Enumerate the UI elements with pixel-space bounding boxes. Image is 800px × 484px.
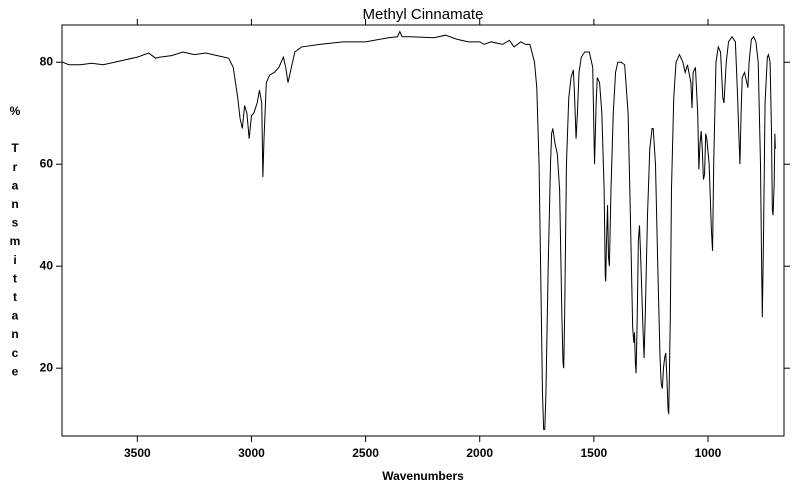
x-tick-label: 3000 xyxy=(238,446,265,460)
y-tick-label: 40 xyxy=(40,258,54,272)
y-tick-label: 20 xyxy=(40,360,54,374)
y-axis-label: % Transmittance xyxy=(8,104,22,383)
x-tick-label: 2000 xyxy=(466,446,493,460)
x-tick-label: 3500 xyxy=(124,446,151,460)
plot-frame xyxy=(61,24,785,437)
x-tick-label: 2500 xyxy=(352,446,379,460)
y-tick-label: 80 xyxy=(40,54,54,68)
x-axis-label: Wavenumbers xyxy=(382,469,464,483)
spectrum-line xyxy=(62,30,776,430)
x-tick-label: 1500 xyxy=(581,446,608,460)
x-tick-label: 1000 xyxy=(695,446,722,460)
y-tick-label: 60 xyxy=(40,156,54,170)
chart-title: Methyl Cinnamate xyxy=(363,6,484,23)
